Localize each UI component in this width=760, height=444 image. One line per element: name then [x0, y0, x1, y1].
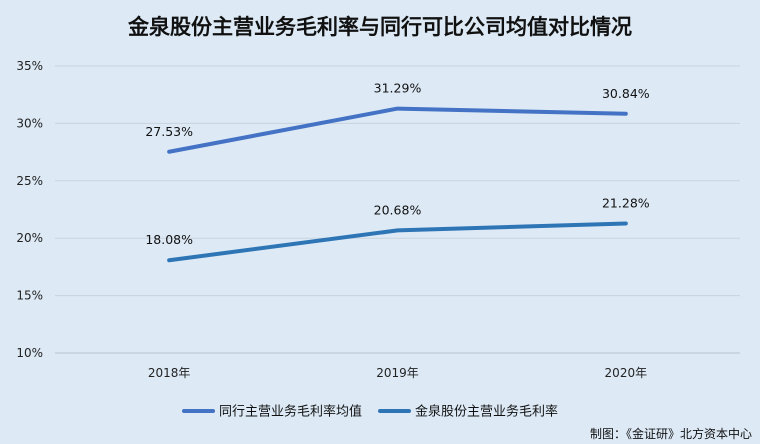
series-line-2 — [167, 221, 628, 263]
y-tick-label: 30% — [16, 116, 43, 130]
y-tick-label: 20% — [16, 231, 43, 245]
data-label: 20.68% — [374, 202, 422, 217]
y-tick-label: 10% — [16, 346, 43, 360]
y-tick-label: 35% — [16, 59, 43, 73]
series-lines — [167, 106, 628, 263]
gridlines — [55, 65, 740, 354]
y-axis-ticks: 10% 15% 20% 25% 30% 35% — [16, 59, 43, 360]
data-labels: 27.53% 31.29% 30.84% 18.08% 20.68% 21.28% — [145, 81, 649, 248]
data-label: 31.29% — [374, 81, 422, 96]
legend-label: 同行主营业务毛利率均值 — [219, 404, 362, 420]
y-tick-label: 25% — [16, 174, 43, 188]
data-label: 27.53% — [145, 124, 193, 139]
y-tick-label: 15% — [16, 289, 43, 303]
x-tick-label: 2019年 — [376, 366, 419, 380]
x-axis-ticks: 2018年 2019年 2020年 — [148, 366, 647, 380]
legend-label: 金泉股份主营业务毛利率 — [415, 404, 558, 420]
x-tick-label: 2018年 — [148, 366, 191, 380]
chart-title: 金泉股份主营业务毛利率与同行可比公司均值对比情况 — [127, 15, 632, 39]
legend: 同行主营业务毛利率均值 金泉股份主营业务毛利率 — [182, 404, 558, 420]
data-label: 30.84% — [602, 86, 650, 101]
series-line-1 — [167, 106, 628, 154]
x-tick-label: 2020年 — [605, 366, 648, 380]
data-label: 18.08% — [145, 232, 193, 247]
data-label: 21.28% — [602, 196, 650, 211]
source-credit: 制图：《金证研》北方资本中心 — [590, 426, 752, 441]
